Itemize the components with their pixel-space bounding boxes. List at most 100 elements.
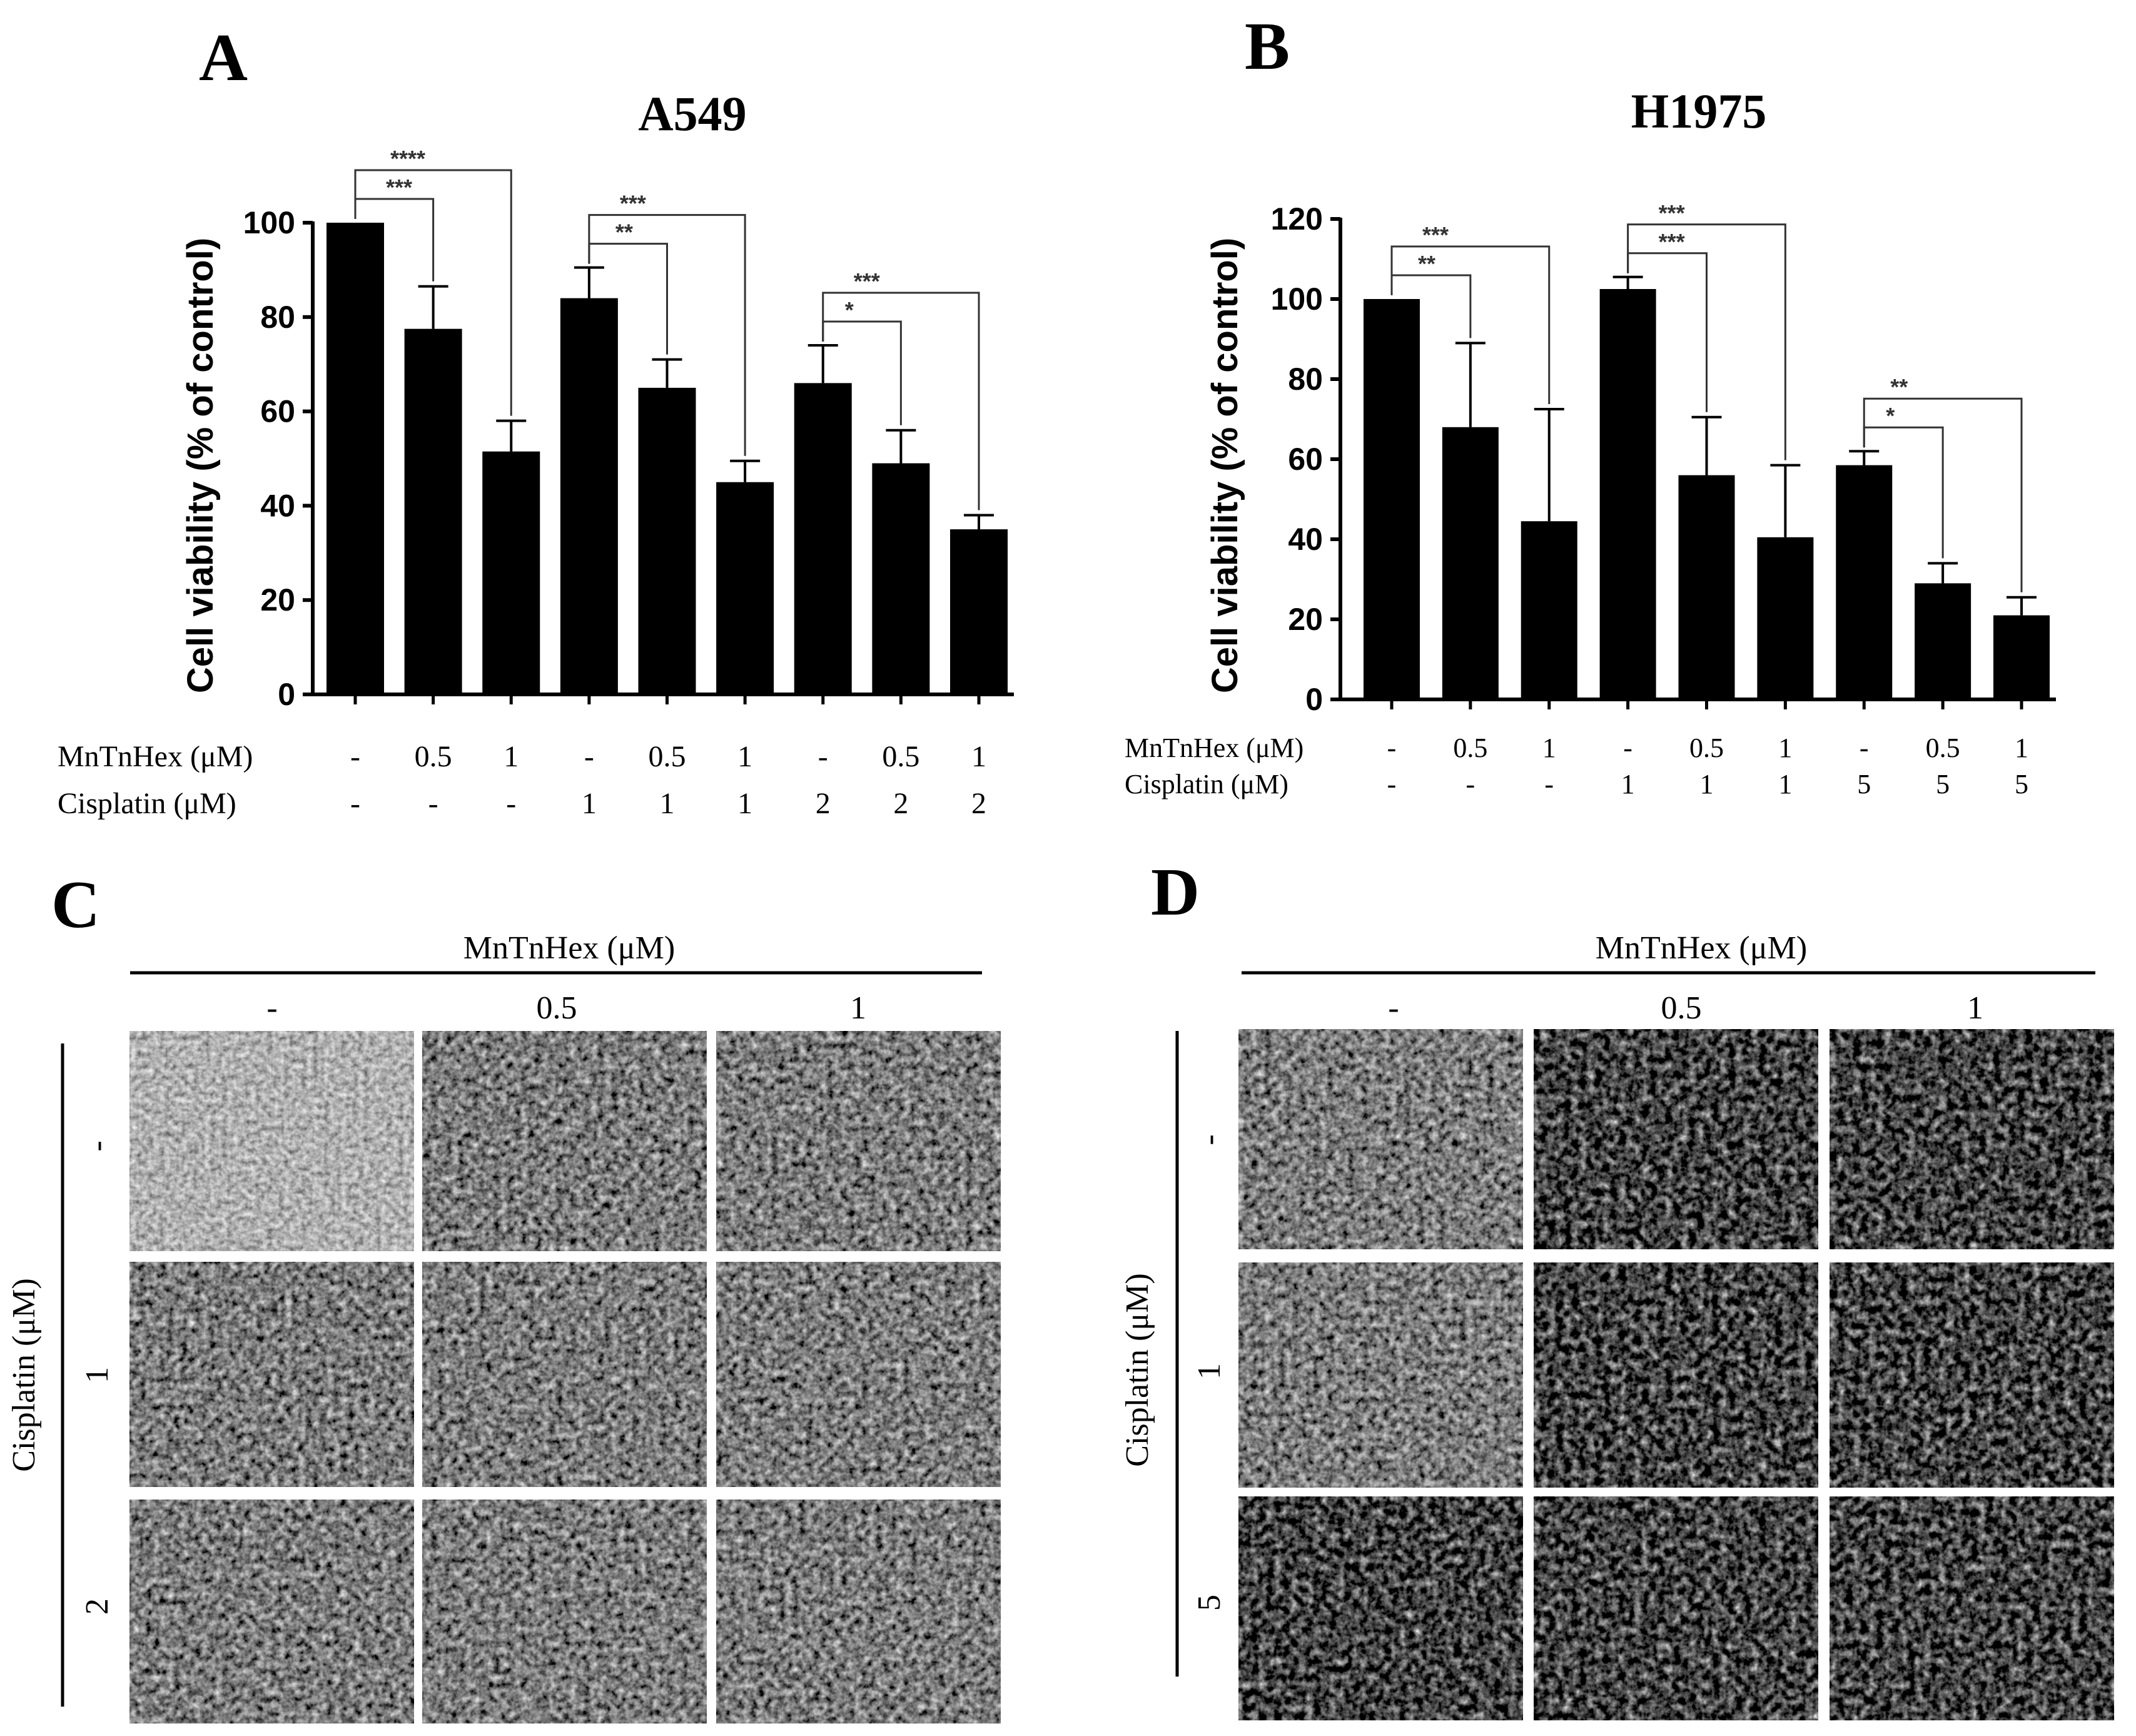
condition-value: 0.5 (1453, 733, 1487, 763)
chart-title: H1975 (1631, 84, 1767, 138)
chart-h1975: H1975 Cell viability (% of control) 0 20 4… (1125, 84, 2056, 799)
error-bars (1455, 275, 2037, 616)
micrograph-tile (129, 1262, 414, 1487)
micrograph-tile (1534, 1496, 1818, 1720)
panel-letter-c: C (51, 868, 100, 942)
bar (638, 387, 696, 694)
row-label: - (79, 1140, 115, 1151)
micrograph-tile (1238, 1029, 1523, 1249)
column-label: 0.5 (1661, 990, 1702, 1026)
row-label: 5 (1192, 1595, 1227, 1611)
row-header: Cisplatin (μM) (1120, 1273, 1155, 1467)
micrograph-tiles (129, 1031, 1001, 1723)
panel-letter-a: A (199, 21, 248, 95)
micrograph-tile (716, 1500, 1001, 1723)
condition-table: MnTnHex (μM) Cisplatin (μM) - - 0.5 - 1 - - 1 0.5 1… (1125, 733, 2028, 799)
bar (794, 383, 852, 694)
condition-row-label: MnTnHex (μM) (1125, 733, 1303, 763)
y-tick-label: 40 (1288, 522, 1323, 557)
significance-label: ** (615, 220, 633, 245)
bar (716, 482, 774, 694)
condition-value: 0.5 (1926, 733, 1960, 763)
column-label: - (1388, 990, 1399, 1026)
condition-value: 1 (737, 787, 752, 820)
column-header: MnTnHex (μM) (1596, 930, 1807, 966)
condition-value: 1 (2015, 733, 2028, 763)
y-tick-label: 40 (260, 488, 295, 523)
row-label: 2 (79, 1598, 115, 1615)
y-tick-label: 20 (1288, 602, 1323, 637)
bar (1915, 583, 1971, 699)
column-label: 0.5 (537, 990, 577, 1026)
significance-label: * (845, 297, 854, 323)
condition-value: 5 (2015, 769, 2028, 799)
significance-bracket (1390, 245, 1551, 404)
row-header: Cisplatin (μM) (6, 1278, 42, 1472)
y-tick-label: 0 (278, 677, 295, 712)
condition-value: 1 (1621, 769, 1635, 799)
y-tick-label: 60 (1288, 442, 1323, 477)
condition-value: 2 (816, 787, 831, 820)
condition-value: 0.5 (649, 740, 686, 773)
bars (1364, 289, 2050, 699)
condition-table: MnTnHex (μM) Cisplatin (μM) - - 0.5 - 1 - - 1 0.5 1… (58, 740, 986, 820)
row-label: - (1192, 1134, 1227, 1145)
significance-brackets: ***** ********* (1390, 200, 2023, 592)
significance-bracket (1863, 397, 2023, 592)
bar (1993, 615, 2050, 699)
y-tick-label: 80 (260, 300, 295, 335)
y-tick-label: 100 (1271, 282, 1323, 317)
bar (404, 328, 462, 694)
micrograph-tile (129, 1031, 414, 1251)
y-ticks: 0 20 40 60 80 100 120 (1271, 201, 1340, 717)
condition-value: - (584, 740, 594, 773)
column-header: MnTnHex (μM) (463, 930, 675, 966)
panel-letter-d: D (1151, 855, 1200, 930)
bar (1442, 427, 1499, 699)
condition-row-label: MnTnHex (μM) (58, 740, 253, 773)
column-label: 1 (850, 990, 866, 1026)
significance-label: *** (1659, 229, 1685, 255)
micrograph-tile (1534, 1029, 1818, 1249)
condition-value: - (1466, 769, 1475, 799)
condition-value: 1 (504, 740, 519, 773)
significance-label: ** (1890, 374, 1908, 400)
condition-value: - (1860, 733, 1869, 763)
condition-value: 0.5 (415, 740, 452, 773)
significance-brackets: **************** (354, 146, 980, 510)
y-tick-label: 120 (1271, 201, 1323, 236)
y-tick-label: 60 (260, 394, 295, 429)
micrograph-grid-a549: MnTnHex (μM) - 0.5 1 Cisplatin (μM) - 1 … (6, 930, 1001, 1723)
significance-label: * (1886, 403, 1895, 429)
significance-bracket (822, 292, 980, 510)
y-axis-label: Cell viability (% of control) (180, 238, 221, 693)
y-tick-label: 0 (1305, 682, 1323, 717)
condition-value: 1 (1778, 769, 1792, 799)
chart-a549: A549 Cell viability (% of control) 0 20 40… (58, 86, 1014, 820)
condition-value: 2 (971, 787, 986, 820)
bar (1678, 475, 1735, 699)
bar (482, 451, 540, 694)
condition-value: - (1544, 769, 1554, 799)
y-axis-label: Cell viability (% of control) (1205, 238, 1245, 693)
micrograph-tile (422, 1031, 707, 1251)
condition-value: - (1623, 733, 1632, 763)
micrograph-tile (1238, 1496, 1523, 1720)
micrograph-tile (716, 1031, 1001, 1251)
significance-label: *** (854, 268, 880, 294)
significance-bracket (354, 169, 512, 416)
significance-label: ** (1418, 251, 1435, 277)
condition-value: - (506, 787, 516, 820)
condition-value: 1 (582, 787, 597, 820)
bar (560, 298, 618, 694)
micrograph-tile (1830, 1029, 2114, 1249)
row-label: 1 (1192, 1363, 1227, 1379)
condition-value: 1 (1778, 733, 1792, 763)
bar (326, 223, 384, 694)
micrograph-tile (1830, 1496, 2114, 1720)
condition-value: - (1387, 733, 1397, 763)
condition-value: 5 (1857, 769, 1871, 799)
error-bars (418, 266, 994, 530)
condition-value: 0.5 (882, 740, 919, 773)
